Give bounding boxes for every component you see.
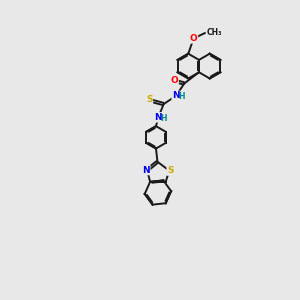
Text: S: S: [167, 166, 174, 175]
Text: N: N: [142, 166, 150, 175]
Text: O: O: [170, 76, 178, 85]
Text: H: H: [160, 114, 167, 123]
Text: CH₃: CH₃: [206, 28, 222, 37]
Text: H: H: [178, 92, 184, 101]
Text: S: S: [146, 95, 152, 104]
Text: N: N: [154, 113, 162, 122]
Text: N: N: [172, 91, 180, 100]
Text: O: O: [190, 34, 197, 43]
